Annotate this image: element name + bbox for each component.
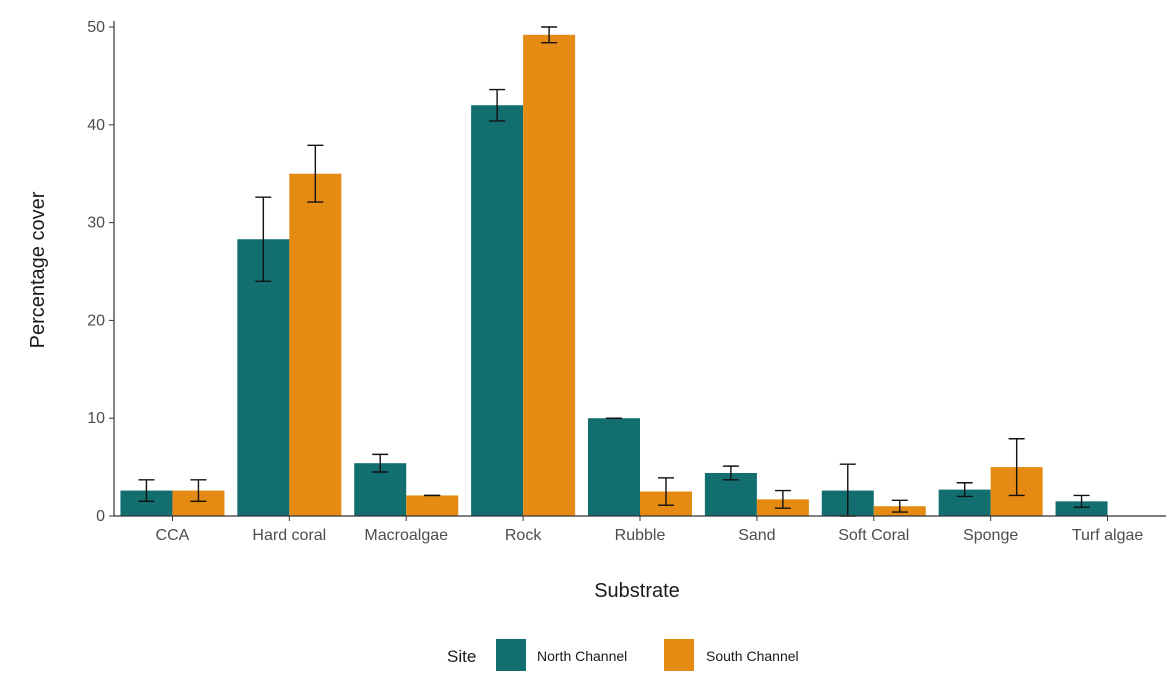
axes: CCA Hard coral Macroalgae Rock Rubble Sand Sof… xyxy=(87,19,1166,544)
error-bar-south-channel-0 xyxy=(190,479,207,503)
x-tick-label: Rubble xyxy=(615,527,666,544)
bar-north-channel-3 xyxy=(471,105,524,517)
y-tick-label: 0 xyxy=(96,508,105,525)
x-tick-label: Soft Coral xyxy=(838,527,909,544)
error-bar-north-channel-8 xyxy=(1073,494,1090,508)
x-tick-label: Macroalgae xyxy=(364,527,448,544)
y-tick-label: 10 xyxy=(87,410,105,427)
bar-south-channel-2 xyxy=(406,495,459,516)
x-tick-label: Sand xyxy=(738,527,775,544)
error-bar-south-channel-5 xyxy=(774,489,791,509)
legend-title: Site xyxy=(447,647,476,666)
error-bar-north-channel-2 xyxy=(372,453,389,473)
error-bar-north-channel-0 xyxy=(138,479,155,503)
x-tick-label: Turf algae xyxy=(1072,527,1144,544)
y-tick-label: 20 xyxy=(87,312,105,329)
y-tick-label: 50 xyxy=(87,19,105,36)
x-axis-title: Substrate xyxy=(594,580,680,602)
error-bar-south-channel-7 xyxy=(1008,438,1025,497)
x-tick-label: Rock xyxy=(505,527,542,544)
x-tick-label: Sponge xyxy=(963,527,1018,544)
y-tick-label: 40 xyxy=(87,117,105,134)
error-bar-south-channel-4 xyxy=(658,477,674,506)
bar-south-channel-1 xyxy=(289,173,342,516)
error-bar-south-channel-6 xyxy=(891,499,908,513)
error-bar-north-channel-1 xyxy=(255,196,272,282)
legend: Site North Channel South Channel xyxy=(447,639,799,671)
y-axis-title: Percentage cover xyxy=(27,191,49,348)
legend-label-north-channel: North Channel xyxy=(537,648,627,664)
bar-north-channel-4 xyxy=(588,418,640,516)
bar-north-channel-1 xyxy=(237,239,290,516)
bar-north-channel-8 xyxy=(1055,501,1108,516)
bar-south-channel-3 xyxy=(523,34,576,516)
x-tick-label: Hard coral xyxy=(252,527,326,544)
x-tick-label: CCA xyxy=(156,527,190,544)
plot-area xyxy=(120,26,1108,517)
error-bar-north-channel-5 xyxy=(722,465,739,481)
error-bar-south-channel-1 xyxy=(307,144,324,203)
legend-swatch-south-channel xyxy=(664,639,694,671)
y-tick-label: 30 xyxy=(87,215,105,232)
legend-swatch-north-channel xyxy=(496,639,526,671)
error-bar-south-channel-3 xyxy=(541,26,558,44)
error-bar-north-channel-3 xyxy=(489,88,506,122)
error-bar-north-channel-7 xyxy=(956,482,973,498)
legend-label-south-channel: South Channel xyxy=(706,648,799,664)
